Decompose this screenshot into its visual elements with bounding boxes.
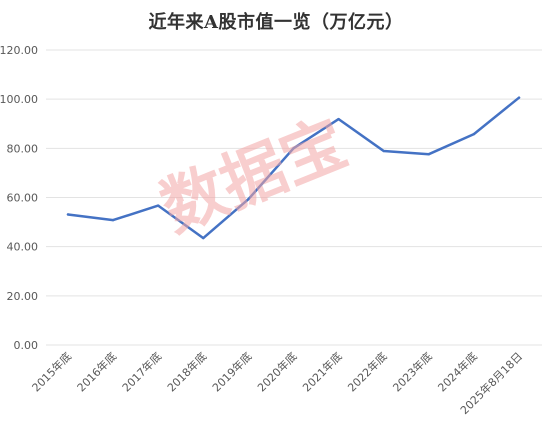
data-point [517,96,521,99]
x-tick-label: 2020年底 [254,349,299,394]
series-layer [66,96,521,240]
data-point [247,198,250,201]
data-point [472,132,476,136]
y-tick-label: 40.00 [7,241,39,254]
data-point [427,153,430,156]
y-tick-label: 80.00 [7,142,39,155]
x-tick-label: 2021年底 [299,349,344,394]
y-tick-label: 120.00 [0,44,38,57]
x-tick-label: 2019年底 [209,349,254,394]
data-point [337,117,340,121]
y-tick-label: 20.00 [7,290,39,303]
data-point [202,236,205,240]
x-tick-label: 2022年底 [345,349,390,394]
y-tick-label: 100.00 [0,93,38,106]
data-point [111,218,115,222]
x-axis-ticks: 2015年底 2016年底 2017年底 2018年底 2019年底 2020年底 2021… [29,349,525,417]
y-tick-label: 0.00 [14,339,39,352]
x-tick-label: 2024年底 [435,349,480,394]
y-tick-label: 60.00 [7,192,39,205]
data-point [157,204,160,207]
watermark-text: 数据宝 [151,106,357,247]
x-tick-label: 2015年底 [29,349,74,394]
data-point [66,213,70,216]
chart-title: 近年来A股市值一览（万亿元） [148,12,404,33]
data-point [292,147,295,150]
x-tick-label: 2018年底 [164,349,209,394]
x-tick-label: 2017年底 [119,349,164,394]
watermark: 数据宝 [151,106,357,247]
y-axis-ticks: 0.00 20.00 40.00 60.00 80.00 100.00 120.00 [0,44,38,352]
x-tick-label: 2023年底 [390,349,435,394]
x-tick-label: 2016年底 [74,349,119,394]
data-point [382,149,385,153]
